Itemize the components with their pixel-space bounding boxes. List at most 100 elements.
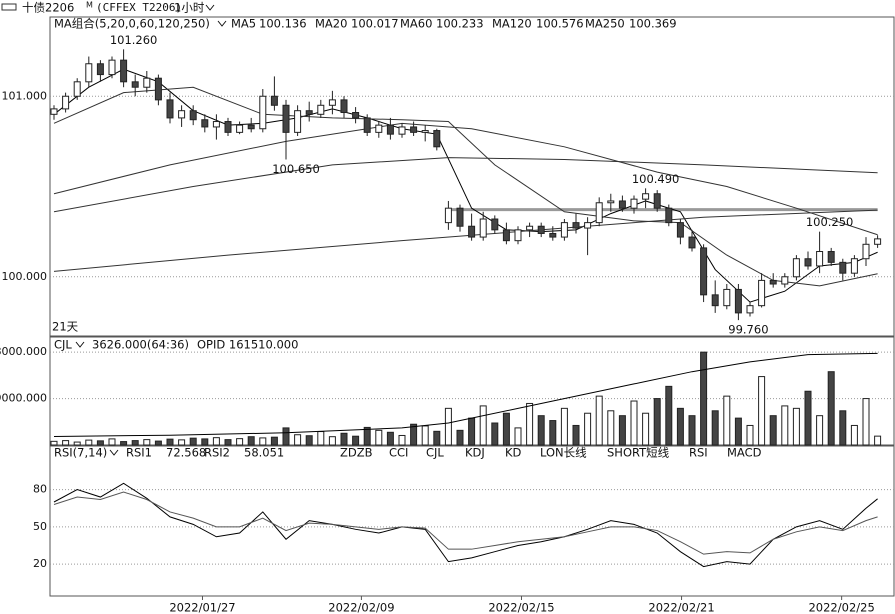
ma-name: MA120 <box>492 17 532 31</box>
candle-body <box>607 200 615 204</box>
ma-value: 100.576 <box>536 17 584 31</box>
volume-bar <box>584 412 592 446</box>
volume-bar <box>816 415 824 446</box>
volume-bar <box>572 424 580 446</box>
volume-bar <box>769 415 777 446</box>
candle-body <box>247 124 255 130</box>
volume-bar <box>96 440 104 446</box>
volume-bar <box>665 385 673 446</box>
volume-bar <box>410 423 418 446</box>
volume-bar <box>108 438 116 446</box>
volume-bar <box>537 415 545 446</box>
volume-bar <box>131 440 139 446</box>
x-tick-label: 2022/02/21 <box>648 601 714 614</box>
candle-body <box>595 202 603 224</box>
icon[interactable] <box>1 3 17 11</box>
volume-bar <box>143 439 151 446</box>
chevron[interactable] <box>205 4 215 11</box>
indicator-button[interactable]: SHORT短线 <box>607 446 670 460</box>
candle-body <box>560 222 568 238</box>
candle-body <box>178 110 186 119</box>
indicator-button[interactable]: CCI <box>389 446 408 460</box>
candle-body <box>294 110 302 133</box>
ma-value: 100.017 <box>351 17 399 31</box>
candle-body <box>375 124 383 133</box>
indicator-button[interactable]: RSI <box>689 446 708 460</box>
candle-body <box>224 121 232 133</box>
x-tick-label: 2022/02/09 <box>328 601 394 614</box>
volume-bar <box>328 436 336 446</box>
indicator-button[interactable]: KD <box>505 446 522 460</box>
volume-bar <box>700 351 708 446</box>
rsi-name: RSI1 <box>126 446 152 460</box>
volume-bar <box>734 417 742 446</box>
volume-bar <box>491 422 499 446</box>
candle-body <box>642 193 650 200</box>
ma-name: MA20 <box>315 17 347 31</box>
indicator-button[interactable]: MACD <box>727 446 762 460</box>
rsi-name: RSI2 <box>204 446 230 460</box>
indicator-button[interactable]: LON长线 <box>540 446 587 460</box>
volume-bar <box>781 405 789 446</box>
volume-bar <box>166 438 174 446</box>
candle-body <box>723 288 731 307</box>
candle-body <box>410 126 418 133</box>
toolbar-title: 十债2206 <box>22 1 74 15</box>
chevron[interactable] <box>75 341 85 348</box>
volume-bar <box>50 440 58 446</box>
volume-bar <box>595 395 603 446</box>
panel-title[interactable]: RSI(7,14) <box>54 446 107 460</box>
candle-body <box>131 81 139 88</box>
ma-value: 100.369 <box>629 17 677 31</box>
y-tick-label: 100.000 <box>2 270 48 283</box>
line <box>53 352 878 437</box>
chevron[interactable] <box>217 20 227 27</box>
volume-bar <box>839 410 847 446</box>
y-tick-label: 80 <box>33 483 47 496</box>
candle-body <box>653 193 661 209</box>
candle-body <box>479 218 487 238</box>
volume-bar <box>259 437 267 446</box>
ma-name: MA250 <box>585 17 625 31</box>
candle-body <box>584 222 592 229</box>
candle-body <box>502 229 510 242</box>
line <box>53 491 878 555</box>
candle-body <box>85 63 93 83</box>
price-annotation: 100.250 <box>806 215 854 229</box>
candle-body <box>62 95 70 110</box>
volume-bar <box>549 420 557 446</box>
toolbar-period[interactable]: 1小时 <box>174 1 205 15</box>
volume-bar <box>642 412 650 446</box>
candle-body <box>433 130 441 148</box>
candle-body <box>827 251 835 263</box>
candle-body <box>201 119 209 128</box>
panel-title[interactable]: MA组合(5,20,0,60,120,250) <box>54 17 210 31</box>
candle-body <box>839 261 847 274</box>
candle-body <box>758 279 766 307</box>
y-tick-label: 20 <box>33 557 47 570</box>
volume-bar <box>560 407 568 446</box>
volume-bar <box>758 376 766 446</box>
chevron[interactable] <box>109 449 119 456</box>
price-annotation: 100.650 <box>272 162 320 176</box>
volume-bar <box>224 439 232 446</box>
indicator-button[interactable]: KDJ <box>465 446 485 460</box>
y-tick-label: 50 <box>33 520 47 533</box>
volume-bar <box>154 440 162 446</box>
candle-body <box>340 99 348 114</box>
line <box>53 86 878 287</box>
candle-body <box>352 112 360 119</box>
indicator-button[interactable]: CJL <box>426 446 444 460</box>
candle-body <box>398 126 406 135</box>
candle-body <box>711 294 719 307</box>
rsi-value: 72.568 <box>166 446 206 460</box>
candle-body <box>850 258 858 274</box>
panel-title[interactable]: CJL <box>54 338 72 352</box>
x-tick-label: 2022/02/15 <box>488 601 554 614</box>
volume-bar <box>317 431 325 446</box>
indicator-button[interactable]: ZDZB <box>340 446 373 460</box>
candle-body <box>688 236 696 249</box>
volume-bar <box>676 407 684 446</box>
